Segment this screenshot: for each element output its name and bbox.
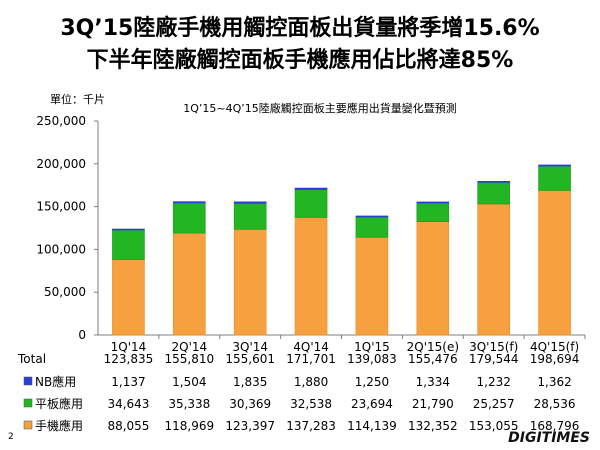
bar-nb <box>294 187 328 190</box>
y-tick-label: 0 <box>78 328 86 342</box>
bar-phone <box>112 259 145 336</box>
bar-tablet <box>416 202 450 223</box>
data-label-total: 179,544 <box>469 352 519 366</box>
data-label-total: 198,694 <box>530 352 580 366</box>
bar-tablet <box>477 182 510 205</box>
bar-phone <box>233 229 267 336</box>
unit-label: 單位：千片 <box>50 93 105 106</box>
data-label-phone: 118,969 <box>165 419 215 433</box>
data-label-phone: 153,055 <box>469 419 519 433</box>
data-label-total: 139,083 <box>347 352 397 366</box>
data-label-phone: 137,283 <box>286 419 336 433</box>
bar-phone <box>538 190 571 336</box>
row-label-phone: 手機應用 <box>35 418 83 433</box>
bar-tablet <box>294 189 328 218</box>
data-label-tablet: 23,694 <box>351 397 393 411</box>
data-label-nb: 1,504 <box>172 375 206 389</box>
bar-phone <box>294 217 328 336</box>
data-label-nb: 1,137 <box>111 375 145 389</box>
bar-phone <box>355 236 389 336</box>
data-label-tablet: 32,538 <box>290 397 332 411</box>
data-label-total: 171,701 <box>286 352 336 366</box>
x-category-label: 3Q'15(f) <box>469 340 518 354</box>
x-category-label: 2Q'14 <box>171 340 207 354</box>
row-label-total: Total <box>17 352 46 366</box>
bar-tablet <box>233 203 267 230</box>
data-label-tablet: 35,338 <box>168 397 210 411</box>
y-tick-label: 250,000 <box>36 114 86 128</box>
data-label-nb: 1,362 <box>537 375 571 389</box>
x-category-label: 2Q'15(e) <box>407 340 459 354</box>
x-category-label: 3Q'14 <box>232 340 268 354</box>
data-label-total: 155,601 <box>225 352 275 366</box>
data-label-tablet: 28,536 <box>534 397 576 411</box>
data-label-tablet: 30,369 <box>229 397 271 411</box>
x-category-label: 1Q'15 <box>354 340 390 354</box>
bar-tablet <box>173 202 206 234</box>
bar-phone <box>416 221 450 336</box>
bar-nb <box>355 215 389 218</box>
bar-nb <box>112 228 145 231</box>
x-category-label: 1Q'14 <box>111 340 147 354</box>
data-label-phone: 168,796 <box>530 419 580 433</box>
data-label-nb: 1,880 <box>294 375 328 389</box>
bar-nb <box>416 201 450 204</box>
bar-nb <box>173 201 206 204</box>
data-label-phone: 132,352 <box>408 419 458 433</box>
data-label-total: 155,476 <box>408 352 458 366</box>
page-number: 2 <box>8 432 14 442</box>
slide-title-line-2: 下半年陸廠觸控面板手機應用佔比將達85% <box>86 48 514 73</box>
data-label-phone: 114,139 <box>347 419 397 433</box>
y-tick-label: 200,000 <box>36 157 86 171</box>
data-label-phone: 123,397 <box>225 419 275 433</box>
data-label-tablet: 21,790 <box>412 397 454 411</box>
data-label-nb: 1,250 <box>355 375 389 389</box>
bar-tablet <box>355 216 389 238</box>
data-label-tablet: 25,257 <box>473 397 515 411</box>
data-label-total: 155,810 <box>165 352 215 366</box>
data-label-total: 123,835 <box>104 352 154 366</box>
y-tick-label: 100,000 <box>36 242 86 256</box>
legend-swatch-tablet <box>23 398 33 408</box>
bar-tablet <box>112 229 145 260</box>
bar-phone <box>477 203 510 336</box>
y-tick-label: 50,000 <box>44 285 86 299</box>
data-label-phone: 88,055 <box>107 419 149 433</box>
data-label-nb: 1,835 <box>233 375 267 389</box>
slide-title-line-1: 3Q’15陸廠手機用觸控面板出貨量將季增15.6% <box>60 16 540 41</box>
bar-nb <box>477 181 510 183</box>
chart-title: 1Q’15~4Q’15陸廠觸控面板主要應用出貨量變化暨預測 <box>183 102 457 115</box>
legend-swatch-phone <box>23 420 33 430</box>
bar-nb <box>538 164 571 167</box>
data-label-nb: 1,232 <box>477 375 511 389</box>
x-category-label: 4Q'15(f) <box>530 340 579 354</box>
legend-swatch-nb <box>23 376 33 386</box>
digitimes-logo: DIGITIMES <box>508 430 590 446</box>
row-label-tablet: 平板應用 <box>35 396 83 411</box>
x-category-label: 4Q'14 <box>293 340 329 354</box>
bar-phone <box>173 232 206 336</box>
bar-tablet <box>538 165 571 191</box>
data-label-nb: 1,334 <box>416 375 450 389</box>
data-label-tablet: 34,643 <box>107 397 149 411</box>
y-tick-label: 150,000 <box>36 200 86 214</box>
bar-nb <box>233 201 267 204</box>
row-label-nb: NB應用 <box>35 374 76 389</box>
